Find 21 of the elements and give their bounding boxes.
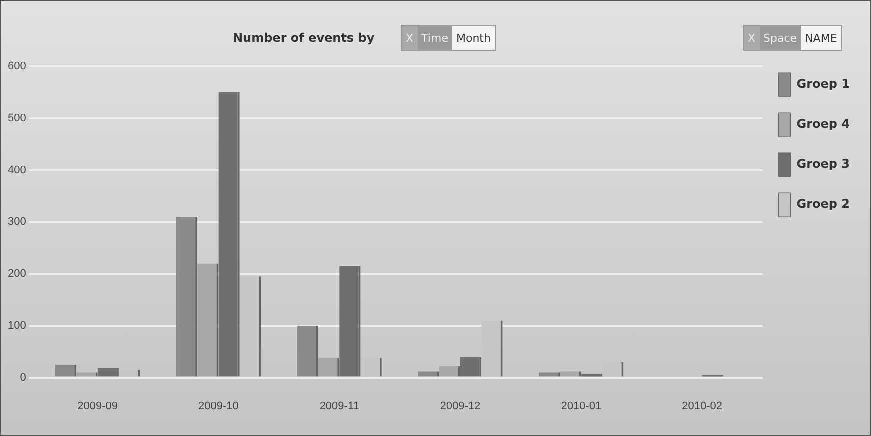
- chart-title: Number of events by: [233, 31, 375, 45]
- y-tick-label: 600: [8, 60, 26, 73]
- x-tick-label: 2010-01: [561, 400, 602, 412]
- y-tick-label: 500: [8, 112, 26, 124]
- x-tick-label: 2009-11: [320, 400, 360, 412]
- y-tick-label: 0: [20, 372, 26, 384]
- legend-label: Groep 2: [796, 197, 850, 212]
- toggle-field: X Time Month: [401, 25, 496, 51]
- x-tick-label: 2009-10: [198, 400, 239, 412]
- legend-label: Groep 1: [796, 77, 850, 92]
- legend-label: Groep 3: [796, 157, 850, 172]
- legend-label: Groep 4: [796, 117, 850, 132]
- y-tick-label: 400: [8, 164, 26, 176]
- x-tick-label: 2009-12: [440, 400, 481, 412]
- bar: [581, 374, 603, 377]
- y-tick-label: 200: [8, 268, 26, 280]
- y-tick-label: 100: [8, 320, 26, 332]
- x-tick-label: 2009-09: [78, 400, 118, 412]
- x-tick-label: 2010-02: [682, 400, 722, 412]
- y-tick-label: 300: [8, 216, 26, 228]
- toggle-field: X Space NAME: [743, 25, 842, 51]
